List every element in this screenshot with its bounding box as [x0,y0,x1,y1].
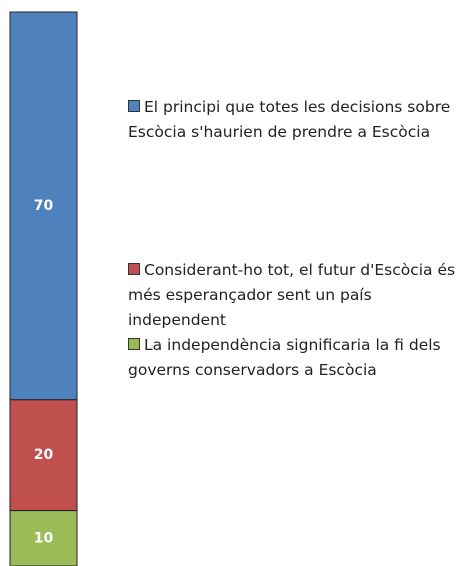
legend-item: El principi que totes les decisions sobr… [128,95,466,145]
data-label: 70 [34,198,54,214]
legend-swatch [128,100,140,112]
legend-swatch [128,263,140,275]
data-label: 10 [34,530,54,546]
legend-label: Considerant-ho tot, el futur d'Escòcia é… [128,261,456,329]
bar-segment [9,11,78,401]
legend-item: La independència significaria la fi dels… [128,333,466,383]
legend-label: El principi que totes les decisions sobr… [128,98,451,141]
legend-item: Considerant-ho tot, el futur d'Escòcia é… [128,258,466,333]
data-label: 20 [34,447,54,463]
legend-label: La independència significaria la fi dels… [128,336,441,379]
legend-swatch [128,338,140,350]
bar-segment [9,510,78,566]
